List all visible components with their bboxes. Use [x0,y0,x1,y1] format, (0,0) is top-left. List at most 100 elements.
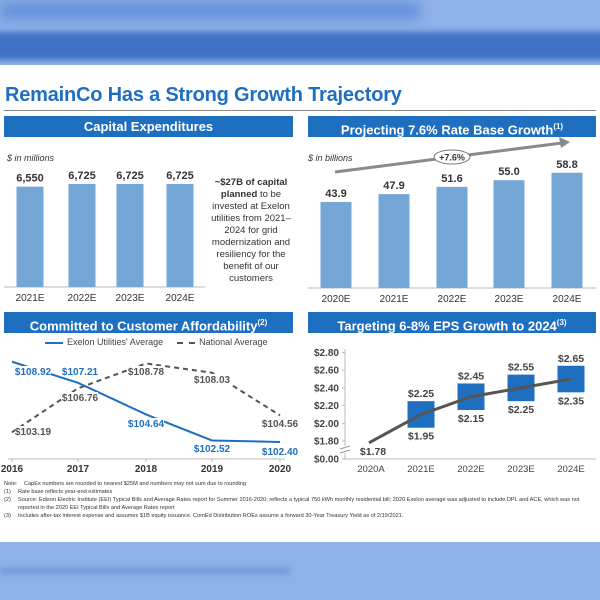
eps-actual-label: $1.78 [360,446,386,458]
exelon-data-label: $107.21 [62,367,99,378]
affordability-x-tick: 2019 [201,464,224,475]
capex-header: Capital Expenditures [4,116,293,137]
eps-high-label: $2.45 [458,370,484,382]
solid-line-swatch [45,341,63,344]
exelon-average-line [11,360,281,443]
national-data-label: $106.76 [62,393,99,404]
axis-break-icon [339,445,351,454]
eps-x-tick: 2020A [357,464,385,475]
data-label-bg [262,418,298,429]
capex-unit-label: $ in millions [7,153,55,163]
eps-high-label: $2.25 [408,388,434,400]
capex-callout-bold: ~$27B of capital planned [214,177,288,200]
page-title: RemainCo Has a Strong Growth Trajectory [5,84,402,106]
eps-low-label: $2.35 [558,395,584,407]
ratebase-x-tick: 2023E [495,294,524,305]
national-average-line [11,362,281,434]
title-divider [4,110,596,111]
national-data-label: $103.19 [15,427,52,438]
ratebase-unit-label: $ in billions [308,153,353,163]
capex-bar [116,184,144,287]
ratebase-header-text: Projecting 7.6% Rate Base Growth [340,122,554,138]
eps-header: Targeting 6-8% EPS Growth to 2024(3) [308,312,596,333]
ratebase-x-tick: 2021E [380,294,409,305]
capex-bar [166,184,194,287]
blurred-background-top [0,0,600,65]
exelon-data-label: $108.92 [15,367,52,378]
footnote-text: CapEx numbers are rounded to nearest $25… [24,481,247,487]
capex-x-tick: 2021E [16,293,45,304]
capex-bar [68,184,96,287]
footnote-ref: (1) [553,122,564,131]
national-data-label: $108.78 [128,367,165,378]
capex-data-label: 6,725 [116,170,144,182]
exelon-data-label: $104.64 [128,419,165,430]
ratebase-data-label: 55.0 [498,166,519,178]
capex-callout-text: to be invested at Exelon utilities from … [211,189,291,284]
footnote-key: Note: [4,481,18,487]
footnote-key: (1) [4,489,11,495]
dashed-line-swatch [177,341,196,344]
ratebase-data-label: 47.9 [383,180,404,192]
capex-header-text: Capital Expenditures [83,119,214,134]
eps-x-tick: 2024E [557,464,584,475]
legend-item-exelon: Exelon Utilities' Average [45,337,163,347]
capex-data-label: 6,725 [68,170,96,182]
capex-x-tick: 2023E [116,293,145,304]
footnotes: Note: CapEx numbers are rounded to neares… [4,480,598,520]
eps-x-tick: 2023E [507,464,534,475]
footnote-key: (2) [4,497,11,503]
exelon-data-label: $102.40 [262,447,299,458]
capex-x-tick: 2024E [166,293,195,304]
data-label-bg [262,446,298,457]
eps-y-tick: $2.20 [314,401,339,412]
eps-high-label: $2.65 [558,353,584,365]
affordability-header-text: Committed to Customer Affordability [29,318,258,334]
affordability-x-tick: 2016 [1,464,24,475]
footnote-text: Source: Edison Electric Institute (EEI) … [18,497,580,511]
footnote: (1) Rate base reflects year-end estimates [4,488,598,496]
eps-y-tick: $1.80 [314,437,339,448]
footnote-text: Rate base reflects year-end estimates [18,489,113,495]
ratebase-header: Projecting 7.6% Rate Base Growth(1) [308,116,596,137]
data-label-bg [194,443,230,454]
ratebase-data-label: 43.9 [325,188,346,200]
growth-badge [433,149,471,165]
footnote: (2) Source: Edison Electric Institute (EE… [4,496,598,512]
affordability-legend: Exelon Utilities' Average National Avera… [45,337,268,347]
ratebase-bar [436,186,468,288]
capex-data-label: 6,725 [166,170,194,182]
affordability-header: Committed to Customer Affordability(2) [4,312,293,333]
eps-low-label: $2.25 [508,404,534,416]
data-label-bg [62,366,98,377]
ratebase-data-label: 58.8 [556,159,577,171]
affordability-x-tick: 2020 [269,464,292,475]
ratebase-bar [320,201,352,288]
growth-badge-label: +7.6% [439,153,465,163]
capex-data-label: 6,550 [16,173,44,185]
eps-midpoint-line [368,377,572,445]
legend-item-national: National Average [177,337,268,347]
data-label-bg [15,366,51,377]
eps-y-tick: $2.60 [314,366,339,377]
data-label-bg [128,366,164,377]
eps-y-tick: $0.00 [314,455,339,466]
data-label-bg [62,392,98,403]
ratebase-x-tick: 2024E [553,294,582,305]
ratebase-x-tick: 2020E [322,294,351,305]
eps-y-tick: $2.00 [314,419,339,430]
capex-bar [16,186,44,287]
capex-x-tick: 2022E [68,293,97,304]
footnote: (3) Includes after-tax interest expense a… [4,512,598,520]
footnote: Note: CapEx numbers are rounded to neares… [4,480,598,488]
growth-arrow-head-icon [559,137,570,148]
legend-label: Exelon Utilities' Average [67,337,164,347]
ratebase-bar [551,172,583,288]
footnote-key: (3) [4,513,11,519]
ratebase-x-tick: 2022E [438,294,467,305]
legend-label: National Average [199,337,268,347]
affordability-x-tick: 2017 [67,464,90,475]
eps-y-tick: $2.40 [314,383,339,394]
ratebase-bar [493,180,525,288]
